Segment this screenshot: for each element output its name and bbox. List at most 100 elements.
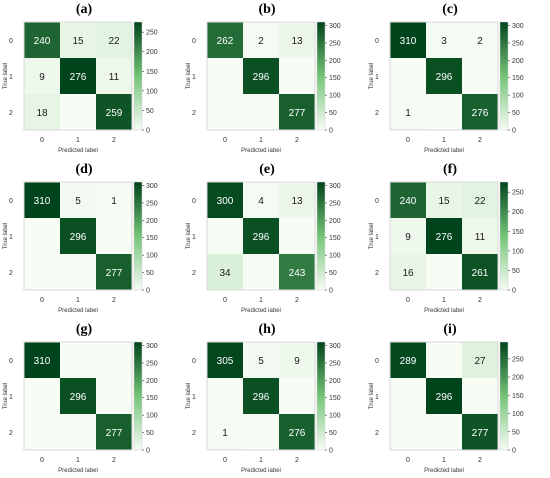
cell-value-label: 277 [106, 428, 123, 439]
confusion-matrix-panel: (h) 305 5 9 296 1 276 0 1 2 0 1 2 Predicted label True… [183, 320, 363, 478]
matrix-cell [96, 342, 132, 378]
y-tick-label: 2 [375, 270, 379, 277]
panel-title: (d) [75, 162, 93, 177]
matrix-cell [243, 342, 279, 378]
cell-value-label: 296 [253, 392, 270, 403]
matrix-cell [24, 94, 60, 130]
heatmap-svg: 289 27 296 277 0 1 2 0 1 2 Predicted label True lab… [369, 341, 524, 474]
cell-value-label: 1 [111, 196, 117, 207]
y-tick-label: 0 [9, 198, 13, 205]
colorbar-tick-label: 150 [146, 69, 158, 76]
cell-value-label: 240 [400, 196, 417, 207]
y-tick-label: 2 [9, 270, 13, 277]
y-tick-label: 1 [192, 74, 196, 81]
x-tick-label: 2 [295, 297, 299, 304]
cell-value-label: 277 [106, 268, 123, 279]
x-tick-label: 0 [406, 137, 410, 144]
matrix-cell [279, 342, 315, 378]
matrix-cell [390, 182, 426, 218]
y-axis-label: True label [186, 223, 192, 249]
cell-value-label: 13 [291, 36, 303, 47]
colorbar-tick-label: 100 [146, 413, 158, 420]
y-tick-label: 0 [9, 358, 13, 365]
colorbar [499, 181, 509, 291]
heatmap-svg: 262 2 13 296 277 0 1 2 0 1 2 Predicted label True la… [186, 21, 341, 154]
colorbar-tick-label: 50 [329, 430, 337, 437]
cell-value-label: 9 [39, 72, 45, 83]
colorbar-tick-label: 0 [329, 448, 333, 455]
panel-title: (c) [442, 2, 458, 17]
matrix-cell [60, 378, 96, 414]
x-tick-label: 2 [295, 137, 299, 144]
cell-value-label: 15 [72, 36, 84, 47]
colorbar-tick-label: 150 [329, 395, 341, 402]
y-tick-label: 0 [192, 38, 196, 45]
matrix-cell [243, 58, 279, 94]
cell-value-label: 13 [291, 196, 303, 207]
x-axis-label: Predicted label [241, 308, 281, 314]
matrix-cell [24, 378, 60, 414]
matrix-cell [390, 414, 426, 450]
y-tick-label: 1 [192, 234, 196, 241]
matrix-cell [96, 182, 132, 218]
colorbar [316, 341, 326, 451]
matrix-cell [462, 22, 498, 58]
y-tick-label: 0 [192, 358, 196, 365]
x-tick-label: 1 [76, 297, 80, 304]
matrix-cell [207, 58, 243, 94]
x-axis-label: Predicted label [58, 468, 98, 474]
colorbar-tick-label: 50 [329, 270, 337, 277]
y-axis-label: True label [186, 383, 192, 409]
matrix-cell [426, 182, 462, 218]
matrix-cell [462, 254, 498, 290]
colorbar-tick-label: 100 [146, 88, 158, 95]
cell-value-label: 3 [441, 36, 447, 47]
matrix-cell [462, 94, 498, 130]
confusion-matrix-panel: (c) 310 3 2 296 1 276 0 1 2 0 1 2 Predicted label True… [366, 0, 546, 158]
matrix-cell [390, 218, 426, 254]
cell-value-label: 296 [253, 72, 270, 83]
colorbar-tick-label: 150 [146, 235, 158, 242]
colorbar-tick-label: 0 [329, 128, 333, 135]
matrix-cell [96, 22, 132, 58]
heatmap-svg: 310 5 1 296 277 0 1 2 0 1 2 Predicted label True lab… [3, 181, 158, 314]
colorbar-tick-label: 150 [146, 395, 158, 402]
colorbar [133, 181, 143, 291]
cell-value-label: 276 [436, 232, 453, 243]
cell-value-label: 240 [34, 36, 51, 47]
x-tick-label: 2 [112, 137, 116, 144]
matrix-cell [207, 22, 243, 58]
matrix-cell [96, 254, 132, 290]
cell-value-label: 276 [289, 428, 306, 439]
panel-title: (a) [75, 2, 93, 17]
matrix-cell [390, 58, 426, 94]
matrix-cell [60, 218, 96, 254]
y-tick-label: 1 [9, 234, 13, 241]
colorbar-tick-label: 50 [146, 430, 154, 437]
y-axis-label: True label [3, 223, 9, 249]
colorbar-tick-label: 100 [329, 413, 341, 420]
y-tick-label: 2 [9, 430, 13, 437]
colorbar [133, 21, 143, 131]
cell-value-label: 296 [253, 232, 270, 243]
y-tick-label: 1 [375, 234, 379, 241]
matrix-cell [24, 342, 60, 378]
matrix-cell [96, 414, 132, 450]
colorbar-tick-label: 250 [146, 360, 158, 367]
colorbar [499, 21, 509, 131]
cell-value-label: 27 [474, 356, 486, 367]
cell-value-label: 22 [474, 196, 486, 207]
colorbar-tick-label: 250 [512, 356, 524, 363]
cell-value-label: 276 [70, 72, 87, 83]
cell-value-label: 9 [405, 232, 411, 243]
x-tick-label: 2 [478, 297, 482, 304]
confusion-matrix-panel: (e) 300 4 13 296 34 243 0 1 2 0 1 2 Predicted label Tr… [183, 160, 363, 318]
matrix-cell [96, 58, 132, 94]
cell-value-label: 296 [70, 232, 87, 243]
x-tick-label: 2 [112, 457, 116, 464]
matrix-cell [60, 342, 96, 378]
confusion-matrix-panel: (b) 262 2 13 296 277 0 1 2 0 1 2 Predicted label True… [183, 0, 363, 158]
x-tick-label: 0 [40, 297, 44, 304]
matrix-cell [243, 94, 279, 130]
